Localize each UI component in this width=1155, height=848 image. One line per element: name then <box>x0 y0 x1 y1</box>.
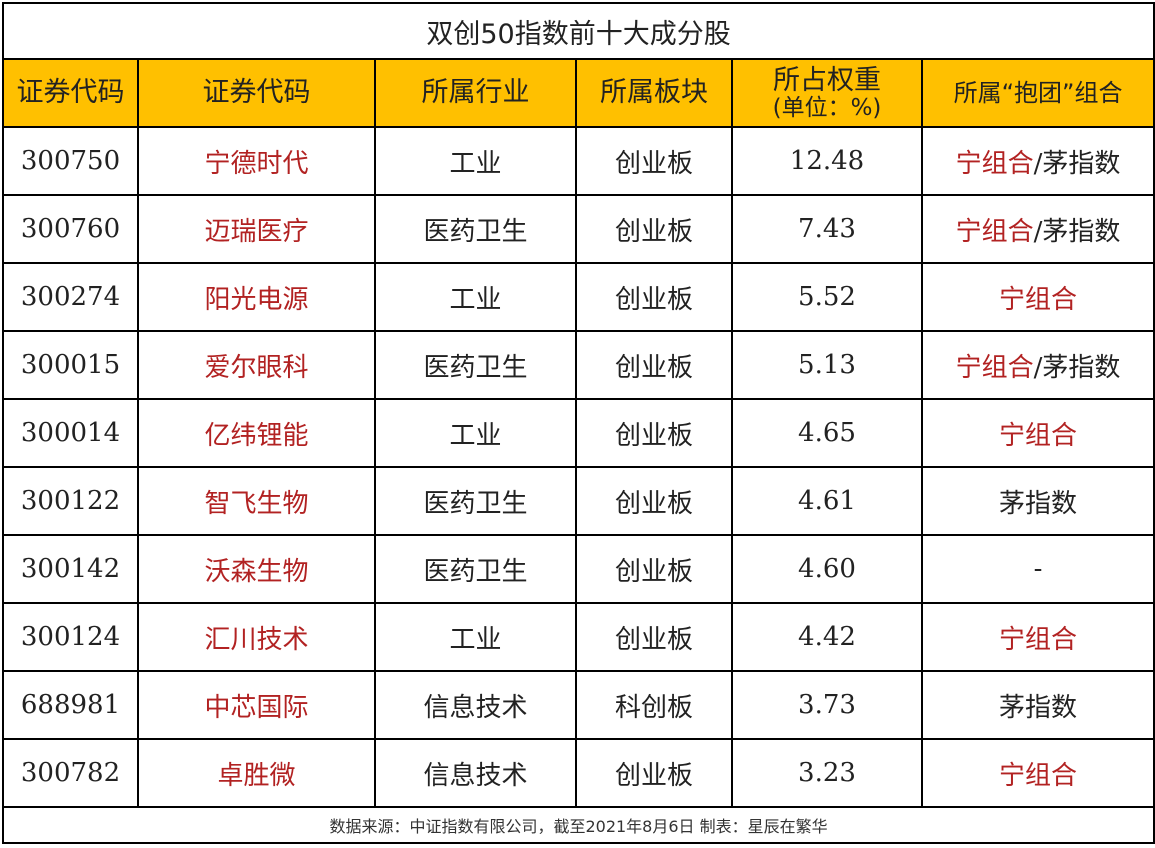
stock-name-cell: 汇川技术 <box>137 602 376 672</box>
stock-name-cell: 爱尔眼科 <box>137 330 376 400</box>
group-label: 宁组合 <box>955 148 1034 179</box>
industry-cell: 工业 <box>374 262 577 332</box>
stock-name-cell: 中芯国际 <box>137 670 376 740</box>
group-label: - <box>1033 554 1043 584</box>
group-cell: 宁组合/茅指数 <box>920 194 1155 264</box>
industry-cell: 医药卫生 <box>374 330 577 400</box>
industry-cell: 医药卫生 <box>374 194 577 264</box>
stock-name-cell: 阳光电源 <box>137 262 376 332</box>
table-row: 300274 阳光电源 工业 创业板 5.52 宁组合 <box>2 262 1155 332</box>
group-label: 茅指数 <box>999 488 1078 519</box>
board-cell: 创业板 <box>575 126 733 196</box>
weight-cell: 4.42 <box>731 602 923 672</box>
group-cell: 宁组合/茅指数 <box>920 330 1155 400</box>
group-label: 宁组合 <box>999 624 1078 655</box>
industry-cell: 工业 <box>374 602 577 672</box>
weight-cell: 3.73 <box>731 670 923 740</box>
group-label: 宁组合 <box>955 352 1034 383</box>
board-cell: 创业板 <box>575 330 733 400</box>
board-cell: 创业板 <box>575 398 733 468</box>
board-cell: 创业板 <box>575 602 733 672</box>
title-row: 双创50指数前十大成分股 <box>1 2 1155 60</box>
industry-cell: 医药卫生 <box>374 466 577 536</box>
table-row: 300142 沃森生物 医药卫生 创业板 4.60 - <box>2 534 1155 604</box>
table-row: 300782 卓胜微 信息技术 创业板 3.23 宁组合 <box>2 738 1155 808</box>
group-label: 宁组合 <box>999 284 1078 315</box>
board-cell: 创业板 <box>575 534 733 604</box>
table-row: 300760 迈瑞医疗 医药卫生 创业板 7.43 宁组合/茅指数 <box>2 194 1155 264</box>
board-cell: 创业板 <box>575 194 733 264</box>
table-row: 300750 宁德时代 工业 创业板 12.48 宁组合/茅指数 <box>2 126 1155 196</box>
group-cell: 宁组合 <box>920 602 1155 672</box>
group-cell: 宁组合 <box>920 398 1155 468</box>
group-cell: 宁组合 <box>920 262 1155 332</box>
stock-code-cell: 300782 <box>2 738 139 808</box>
stock-name-cell: 迈瑞医疗 <box>137 194 376 264</box>
board-cell: 创业板 <box>575 738 733 808</box>
stock-code-cell: 300750 <box>2 126 139 196</box>
group-label: /茅指数 <box>1033 216 1121 247</box>
industry-cell: 医药卫生 <box>374 534 577 604</box>
group-cell: - <box>920 534 1155 604</box>
source-note: 数据来源：中证指数有限公司，截至2021年8月6日 制表：星辰在繁华 <box>1 806 1155 844</box>
board-cell: 创业板 <box>575 466 733 536</box>
header-industry: 所属行业 <box>374 58 577 128</box>
stock-code-cell: 300014 <box>2 398 139 468</box>
weight-cell: 3.23 <box>731 738 923 808</box>
industry-cell: 工业 <box>374 398 577 468</box>
table-title: 双创50指数前十大成分股 <box>1 2 1155 60</box>
stock-name-cell: 沃森生物 <box>137 534 376 604</box>
weight-cell: 4.65 <box>731 398 923 468</box>
stock-code-cell: 300274 <box>2 262 139 332</box>
table-row: 688981 中芯国际 信息技术 科创板 3.73 茅指数 <box>2 670 1155 740</box>
stock-name-cell: 宁德时代 <box>137 126 376 196</box>
industry-cell: 工业 <box>374 126 577 196</box>
header-code: 证券代码 <box>2 58 139 128</box>
stock-code-cell: 688981 <box>2 670 139 740</box>
footer-row: 数据来源：中证指数有限公司，截至2021年8月6日 制表：星辰在繁华 <box>1 806 1155 844</box>
industry-cell: 信息技术 <box>374 738 577 808</box>
header-weight: 所占权重 (单位：%) <box>731 58 923 128</box>
board-cell: 科创板 <box>575 670 733 740</box>
weight-cell: 4.60 <box>731 534 923 604</box>
weight-cell: 5.13 <box>731 330 923 400</box>
board-cell: 创业板 <box>575 262 733 332</box>
header-board: 所属板块 <box>575 58 733 128</box>
weight-cell: 12.48 <box>731 126 923 196</box>
group-label: 宁组合 <box>955 216 1034 247</box>
table-row: 300124 汇川技术 工业 创业板 4.42 宁组合 <box>2 602 1155 672</box>
group-label: 宁组合 <box>999 420 1078 451</box>
table-row: 300015 爱尔眼科 医药卫生 创业板 5.13 宁组合/茅指数 <box>2 330 1155 400</box>
group-label: 茅指数 <box>999 692 1078 723</box>
header-weight-label: 所占权重 <box>773 65 881 96</box>
stock-code-cell: 300015 <box>2 330 139 400</box>
stock-code-cell: 300122 <box>2 466 139 536</box>
stock-name-cell: 智飞生物 <box>137 466 376 536</box>
stock-code-cell: 300124 <box>2 602 139 672</box>
weight-cell: 7.43 <box>731 194 923 264</box>
header-row: 证券代码 证券代码 所属行业 所属板块 所占权重 (单位：%) 所属“抱团”组合 <box>2 58 1155 128</box>
group-label: /茅指数 <box>1033 352 1121 383</box>
group-cell: 宁组合 <box>920 738 1155 808</box>
weight-cell: 5.52 <box>731 262 923 332</box>
header-name: 证券代码 <box>137 58 376 128</box>
table-row: 300122 智飞生物 医药卫生 创业板 4.61 茅指数 <box>2 466 1155 536</box>
group-cell: 茅指数 <box>920 466 1155 536</box>
stock-name-cell: 卓胜微 <box>137 738 376 808</box>
stock-code-cell: 300760 <box>2 194 139 264</box>
group-label: /茅指数 <box>1033 148 1121 179</box>
stock-code-cell: 300142 <box>2 534 139 604</box>
stock-name-cell: 亿纬锂能 <box>137 398 376 468</box>
group-cell: 茅指数 <box>920 670 1155 740</box>
group-label: 宁组合 <box>999 760 1078 791</box>
header-group: 所属“抱团”组合 <box>920 58 1155 128</box>
industry-cell: 信息技术 <box>374 670 577 740</box>
weight-cell: 4.61 <box>731 466 923 536</box>
group-cell: 宁组合/茅指数 <box>920 126 1155 196</box>
table-row: 300014 亿纬锂能 工业 创业板 4.65 宁组合 <box>2 398 1155 468</box>
header-weight-unit: (单位：%) <box>772 95 882 121</box>
